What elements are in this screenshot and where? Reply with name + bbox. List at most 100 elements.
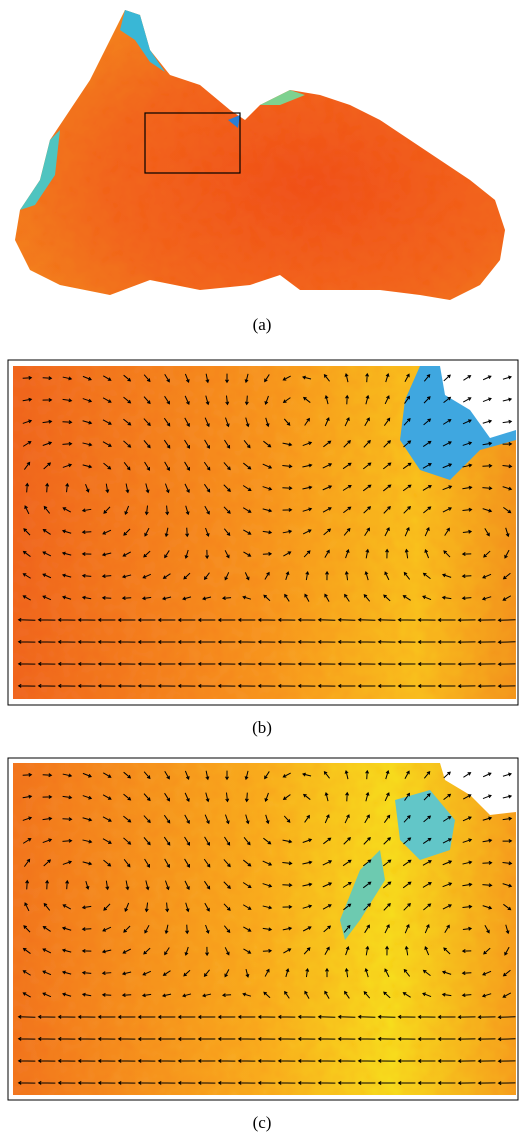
flow-arrow bbox=[62, 904, 72, 910]
flow-arrow bbox=[322, 507, 332, 513]
flow-arrow bbox=[243, 859, 252, 867]
flow-arrow bbox=[482, 397, 492, 403]
flow-arrow bbox=[442, 441, 452, 447]
flow-arrow bbox=[324, 946, 330, 955]
flow-arrow bbox=[144, 924, 150, 934]
flow-arrow bbox=[217, 1058, 236, 1063]
flow-arrow bbox=[337, 1014, 356, 1019]
flow-arrow bbox=[164, 770, 170, 780]
flow-arrow bbox=[123, 374, 132, 382]
flow-arrow bbox=[423, 770, 431, 779]
flow-arrow bbox=[204, 814, 210, 825]
flow-arrow bbox=[184, 836, 191, 846]
flow-arrow bbox=[297, 1080, 316, 1085]
flow-arrow bbox=[442, 419, 452, 425]
flow-arrow bbox=[22, 573, 31, 579]
flow-arrow bbox=[402, 881, 412, 889]
flow-arrow bbox=[364, 570, 369, 581]
flow-arrow bbox=[157, 1080, 176, 1085]
flow-arrow bbox=[224, 814, 230, 825]
flow-arrow bbox=[77, 1014, 96, 1019]
flow-arrow bbox=[62, 838, 73, 843]
flow-arrow bbox=[123, 793, 132, 801]
flow-arrow bbox=[242, 507, 252, 513]
flow-arrow bbox=[284, 990, 290, 999]
flow-arrow bbox=[337, 1080, 356, 1085]
flow-arrow bbox=[22, 992, 31, 998]
flow-arrow bbox=[344, 814, 350, 824]
flow-arrow bbox=[382, 881, 392, 889]
flow-arrow bbox=[282, 839, 293, 844]
flow-arrow bbox=[343, 903, 352, 911]
flow-arrow bbox=[402, 859, 412, 867]
flow-arrow bbox=[302, 396, 311, 403]
flow-arrow bbox=[82, 795, 93, 800]
flow-arrow bbox=[357, 639, 376, 644]
flow-arrow bbox=[101, 595, 112, 600]
flow-arrow bbox=[97, 661, 116, 666]
flow-arrow bbox=[502, 838, 513, 843]
flow-arrow bbox=[121, 971, 132, 976]
flow-arrow bbox=[317, 1014, 336, 1019]
flow-arrow bbox=[43, 505, 51, 514]
flow-arrow bbox=[384, 395, 390, 405]
flow-arrow bbox=[383, 814, 391, 823]
flow-arrow bbox=[102, 794, 112, 800]
flow-arrow bbox=[123, 925, 131, 933]
flow-arrow bbox=[397, 1036, 416, 1041]
flow-arrow bbox=[81, 992, 92, 997]
flow-arrow bbox=[197, 1080, 216, 1085]
flow-arrow bbox=[242, 992, 252, 997]
flow-arrow bbox=[482, 486, 493, 491]
flow-arrow bbox=[177, 1015, 196, 1019]
flow-arrow bbox=[282, 772, 291, 778]
flow-arrow bbox=[443, 771, 451, 779]
flow-arrow bbox=[164, 947, 170, 956]
flow-arrow bbox=[365, 769, 370, 780]
flow-arrow bbox=[42, 970, 52, 976]
flow-arrow bbox=[422, 485, 432, 491]
flow-arrow bbox=[223, 881, 231, 889]
flow-arrow bbox=[205, 770, 210, 781]
flow-arrow bbox=[102, 441, 112, 447]
flow-arrow bbox=[117, 1080, 136, 1085]
flow-arrow bbox=[223, 484, 231, 492]
flow-arrow bbox=[164, 880, 170, 891]
flow-arrow bbox=[383, 991, 391, 999]
flow-arrow bbox=[282, 883, 293, 888]
flow-arrow bbox=[25, 482, 30, 493]
flow-arrow bbox=[185, 527, 190, 538]
flow-arrow bbox=[302, 375, 312, 380]
flow-arrow bbox=[404, 770, 410, 779]
flow-arrow bbox=[463, 375, 472, 381]
flow-arrow bbox=[163, 814, 171, 824]
flow-arrow bbox=[221, 993, 232, 998]
flow-arrow bbox=[304, 593, 310, 602]
flow-arrow bbox=[183, 572, 191, 580]
flow-arrow bbox=[184, 439, 191, 449]
flow-panel bbox=[7, 359, 519, 706]
flow-arrow bbox=[163, 417, 171, 427]
flow-arrow bbox=[317, 617, 336, 622]
flow-arrow bbox=[403, 837, 412, 845]
flow-arrow bbox=[22, 947, 31, 954]
flow-arrow bbox=[482, 860, 493, 865]
flow-arrow bbox=[184, 417, 190, 427]
flow-arrow bbox=[402, 992, 411, 998]
flow-arrow bbox=[262, 860, 273, 866]
flow-arrow bbox=[165, 505, 170, 516]
flow-arrow bbox=[164, 858, 170, 868]
flow-arrow bbox=[402, 462, 412, 470]
flow-arrow bbox=[102, 816, 112, 822]
flow-arrow bbox=[242, 882, 252, 889]
flow-arrow bbox=[257, 683, 276, 688]
flow-arrow bbox=[383, 505, 391, 514]
flow-arrow bbox=[183, 969, 191, 977]
flow-arrow bbox=[461, 993, 472, 998]
flow-arrow bbox=[404, 395, 411, 404]
flow-arrow bbox=[143, 947, 151, 955]
flow-arrow bbox=[57, 639, 76, 644]
flow-arrow bbox=[383, 837, 392, 845]
flow-arrow bbox=[264, 395, 269, 405]
flow-arrow bbox=[377, 617, 396, 622]
